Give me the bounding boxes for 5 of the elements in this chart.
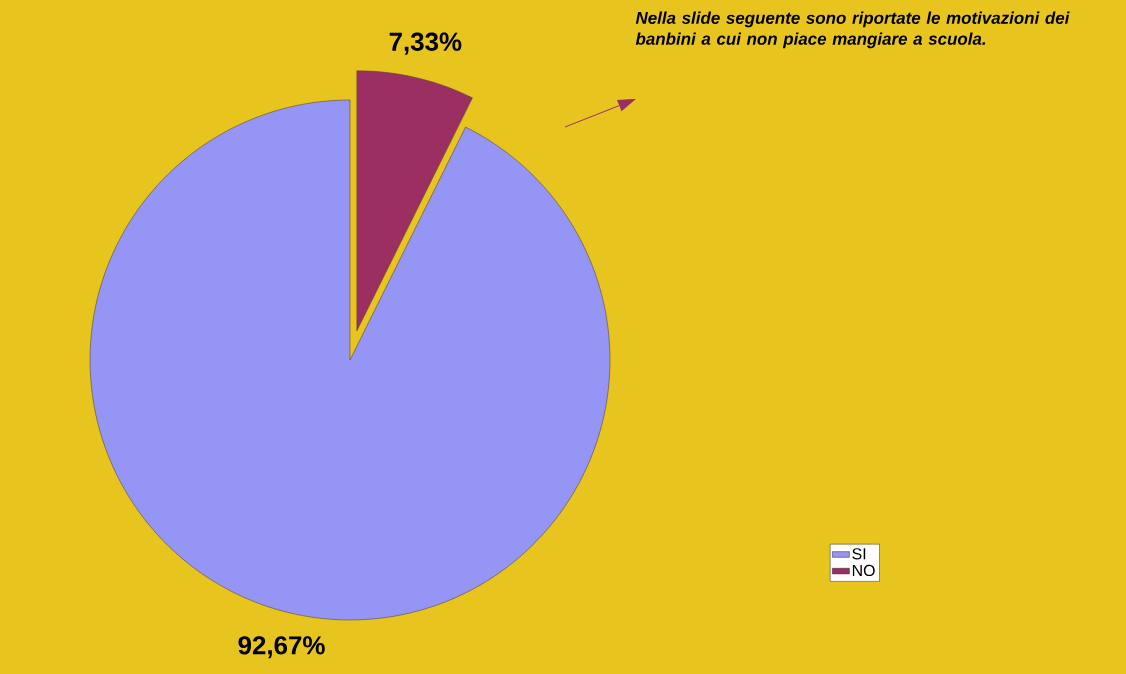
legend-label: NO [852,564,875,577]
data-label: 92,67% [238,636,325,659]
legend-label: SI [852,548,866,560]
data-label: 7,33% [389,32,462,55]
text: Nella slide seguente sono riportate le motivazioni dei banbini a cui non piace mangiare a scuola. [635,11,1070,49]
